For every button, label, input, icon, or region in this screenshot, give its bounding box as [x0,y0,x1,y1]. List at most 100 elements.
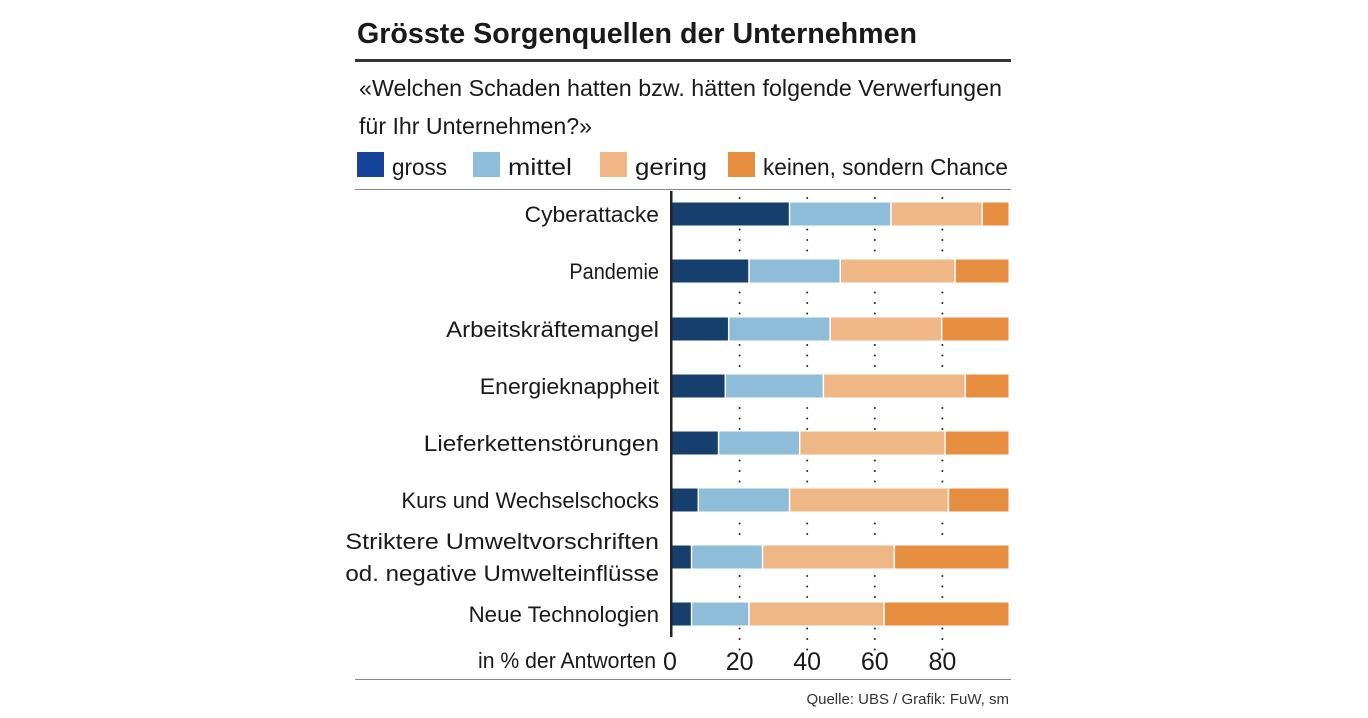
category-label: Kurs und Wechselschocks [401,488,659,513]
grid-dot [941,470,944,472]
legend: gross mittel gering keinen, sondern Chance [357,152,1008,180]
chart-title: Grösste Sorgenquellen der Unternehmen [357,18,917,50]
grid-dot [738,228,741,231]
source-rule [355,679,1011,680]
grid-dot [873,596,876,598]
bar-lieferkettenst-rungen-keinen [945,431,1009,455]
grid-dot [806,459,809,462]
bar-kurs-und-wechselschocks-keinen [949,488,1009,512]
bar-energieknappheit-gross [672,374,725,398]
bar-neue-technologien-mittel [692,602,749,626]
grid-dot [873,585,876,588]
grid-dot [738,596,741,598]
bar-kurs-und-wechselschocks-gross [672,488,698,512]
grid-dot [941,585,944,588]
bar-neue-technologien-keinen [884,602,1009,626]
grid-dot [941,344,944,346]
grid-dot [738,533,741,535]
grid-dot [738,459,741,462]
category-label: Cyberattacke [525,202,659,227]
grid-dot [806,291,809,294]
grid-dot [941,627,944,630]
bar-striktere-umweltvorschriften-keinen [895,545,1009,569]
bar-arbeitskr-ftemangel-keinen [942,317,1009,341]
grid-dot [941,575,944,577]
category-labels: Cyberattacke Pandemie Arbeitskräftemangel E… [345,202,659,627]
legend-label: mittel [508,154,572,180]
bar-pandemie-gross [672,259,749,283]
x-tick-label: 0 [663,648,677,676]
category-label: Striktere Umweltvorschriften [345,529,659,554]
grid-dot [738,344,741,346]
grid-dot [941,197,944,199]
grid-dot [806,354,809,357]
bar-cyberattacke-gross [672,202,789,226]
grid-dot [738,480,741,483]
grid-dot [738,638,741,640]
grid-dot [806,648,809,651]
bars [672,202,1009,626]
bar-striktere-umweltvorschriften-mittel [692,545,762,569]
category-label: Energieknappheit [480,374,659,399]
bar-pandemie-keinen [955,259,1009,283]
grid-dot [941,522,944,525]
grid-dot [941,417,944,420]
grid-dot [873,417,876,420]
grid-dot [738,239,741,241]
grid-dot [941,239,944,241]
grid-dot [806,470,809,472]
grid-dot [941,302,944,304]
grid-dot [941,533,944,535]
grid-dot [738,354,741,357]
grid-dot [873,197,876,199]
bar-striktere-umweltvorschriften-gross [672,545,691,569]
grid-dot [806,302,809,304]
grid-dot [738,417,741,420]
grid-dot [941,638,944,640]
legend-label: keinen, sondern Chance [763,154,1008,180]
grid-dot [738,575,741,577]
grid-dot [941,249,944,252]
bar-arbeitskr-ftemangel-mittel [729,317,830,341]
grid-dot [738,365,741,367]
grid-dot [941,407,944,409]
grid-dot [873,470,876,472]
grid-dot [738,522,741,525]
x-ticks: 0 20 40 60 80 [663,648,956,676]
grid-dot [806,407,809,409]
category-label: Neue Technologien [469,602,659,627]
bar-energieknappheit-keinen [966,374,1009,398]
x-tick-label: 40 [793,648,821,676]
title-rule [355,59,1011,62]
grid-dot [738,312,741,315]
grid-dot [806,228,809,231]
grid-dot [873,533,876,535]
grid-dot [738,249,741,252]
grid-dot [806,638,809,640]
grid-dot [738,291,741,294]
source-note: Quelle: UBS / Grafik: FuW, sm [806,691,1009,708]
grid-dot [941,228,944,231]
bar-neue-technologien-gering [749,602,884,626]
grid-dot [738,428,741,430]
y-axis-line [670,191,673,637]
grid-dot [873,648,876,651]
bar-striktere-umweltvorschriften-gering [763,545,894,569]
grid-dot [806,344,809,346]
grid-dot [738,585,741,588]
grid-dot [806,239,809,241]
legend-label: gross [392,154,447,180]
grid-dot [873,428,876,430]
grid-dot [941,365,944,367]
grid-dot [806,627,809,630]
grid-dot [873,575,876,577]
grid-dot [873,249,876,252]
grid-dot [941,354,944,357]
grid-dot [738,470,741,472]
grid-dot [738,627,741,630]
grid-dot [941,480,944,483]
grid-dot [873,302,876,304]
bar-pandemie-mittel [749,259,840,283]
legend-swatch-gering [600,152,627,177]
bar-lieferkettenst-rungen-mittel [719,431,799,455]
